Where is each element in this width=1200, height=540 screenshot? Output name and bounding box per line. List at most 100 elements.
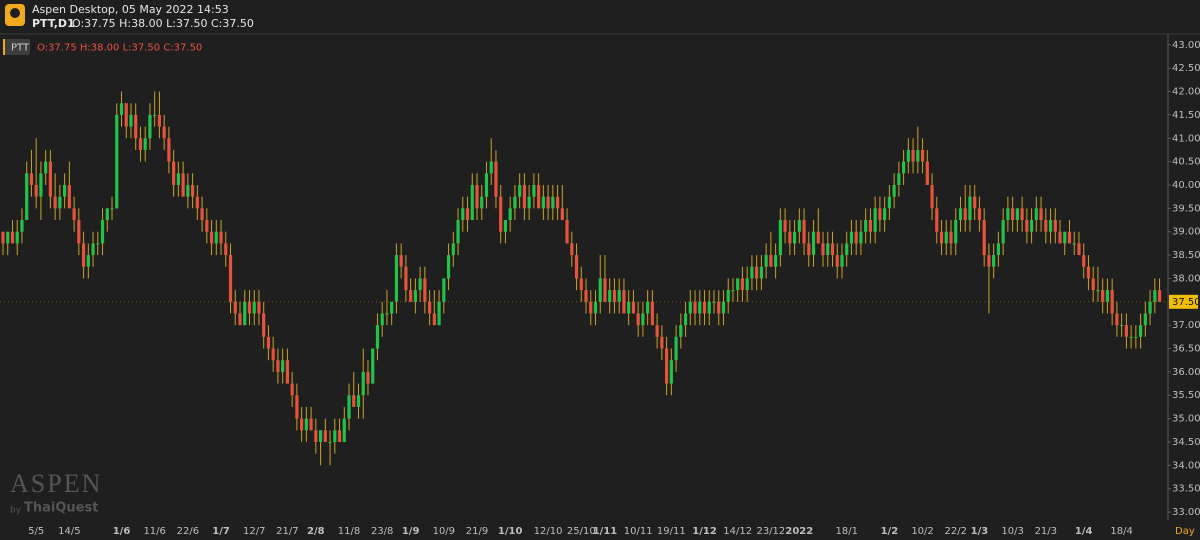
candle-body <box>77 220 81 244</box>
candle-body <box>717 301 721 314</box>
x-tick-label: 21/9 <box>466 526 488 537</box>
candle-body <box>883 208 887 221</box>
watermark-by: by <box>10 506 22 516</box>
y-tick-label: 39.50 <box>1172 203 1200 214</box>
candle-body <box>181 173 185 197</box>
candle-body <box>191 184 195 197</box>
watermark-company: ThaiQuest <box>24 501 98 516</box>
candle-body <box>807 243 811 256</box>
candle-body <box>219 231 223 244</box>
candle-body <box>143 138 147 150</box>
candle-body <box>314 430 318 442</box>
candle-body <box>153 114 157 116</box>
candle-body <box>409 290 413 302</box>
candle-body <box>565 220 569 244</box>
candle-body <box>935 208 939 232</box>
candle-body <box>134 114 138 139</box>
candle-body <box>849 231 854 244</box>
candle-body <box>949 231 953 244</box>
candle-body <box>636 313 640 326</box>
candle-body <box>380 313 384 326</box>
x-tick-label: 14/12 <box>723 526 752 537</box>
candle-body <box>423 278 427 302</box>
candle-body <box>740 278 745 291</box>
candle-body <box>778 220 782 256</box>
candle-body <box>15 231 19 244</box>
candle-body <box>58 196 62 209</box>
y-tick-label: 40.00 <box>1172 180 1200 191</box>
candle-body <box>167 138 171 162</box>
candle-body <box>1029 220 1034 232</box>
candle-body <box>579 278 583 291</box>
candle-body <box>783 220 787 232</box>
candle-body <box>34 184 38 197</box>
candle-body <box>873 208 877 232</box>
candle-body <box>527 196 531 209</box>
candle-body <box>968 196 972 221</box>
candle-body <box>148 114 152 139</box>
header-title: Aspen Desktop, 05 May 2022 14:53 <box>32 3 229 16</box>
candle-body <box>1139 325 1143 337</box>
candle-body <box>1077 243 1081 256</box>
candle-body <box>290 383 294 396</box>
candle-body <box>764 255 768 267</box>
candle-body <box>1015 208 1019 221</box>
candle-body <box>72 208 76 221</box>
candle-body <box>1044 220 1048 232</box>
candle-body <box>484 173 489 197</box>
candle-body <box>902 161 906 174</box>
app-logo-mark <box>10 8 20 18</box>
y-tick-label: 38.00 <box>1172 273 1200 284</box>
candle-body <box>925 161 929 185</box>
candle-body <box>646 301 650 314</box>
x-tick-label: 21/3 <box>1035 526 1057 537</box>
candle-body <box>1020 208 1024 221</box>
candle-body <box>1072 243 1076 245</box>
candle-body <box>1025 220 1029 232</box>
candle-body <box>1053 220 1057 232</box>
candle-body <box>238 313 242 326</box>
candle-body <box>996 243 1000 256</box>
y-tick-label: 34.50 <box>1172 437 1200 448</box>
candle-body <box>48 161 52 197</box>
candle-body <box>944 231 948 244</box>
candle-body <box>693 301 697 314</box>
candle-body <box>707 301 711 314</box>
candle-body <box>119 103 124 115</box>
candle-body <box>271 348 275 361</box>
candle-body <box>721 301 726 314</box>
candle-body <box>195 196 199 209</box>
candle-body <box>859 231 863 244</box>
candle-body <box>570 243 574 256</box>
candle-body <box>1115 313 1119 326</box>
candle-body <box>390 301 394 314</box>
candle-body <box>129 114 133 127</box>
candle-body <box>285 360 289 384</box>
y-tick-label: 35.00 <box>1172 414 1200 425</box>
candle-body <box>162 126 166 139</box>
candle-body <box>499 196 503 232</box>
candle-body <box>44 161 48 174</box>
candle-body <box>821 243 825 256</box>
candle-body <box>323 430 327 442</box>
candle-body <box>442 278 446 302</box>
candle-body <box>309 418 313 431</box>
x-tick-label: 11/8 <box>338 526 360 537</box>
y-tick-label: 42.00 <box>1172 87 1200 98</box>
candle-body <box>830 243 835 256</box>
watermark-brand: ASPEN <box>10 469 102 498</box>
candle-body <box>53 196 57 209</box>
candle-body <box>745 278 749 291</box>
candle-body <box>608 290 612 302</box>
candle-body <box>252 301 256 314</box>
candle-body <box>503 220 508 232</box>
y-tick-label: 36.00 <box>1172 367 1200 378</box>
x-tick-label: 1/10 <box>498 526 523 537</box>
candle-body <box>864 220 868 232</box>
candle-body <box>295 395 299 419</box>
candle-body <box>300 418 304 431</box>
candle-body <box>437 301 441 326</box>
x-axis-unit: Day <box>1175 526 1195 537</box>
candle-body <box>81 243 86 267</box>
candle-body <box>683 313 688 326</box>
